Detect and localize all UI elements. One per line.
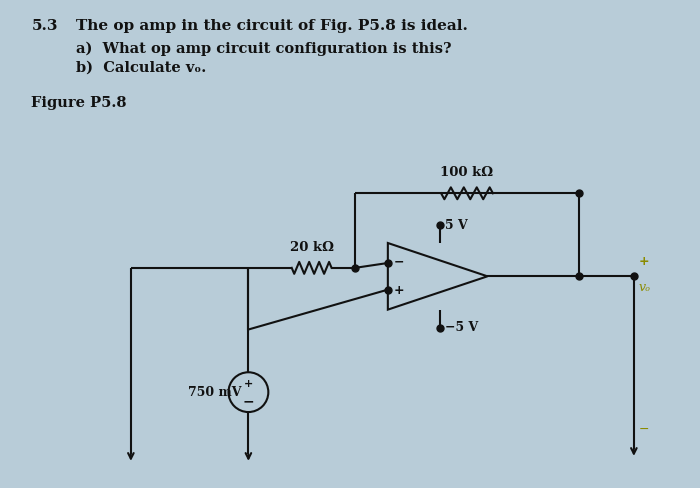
Text: −: − xyxy=(639,423,650,435)
Text: −: − xyxy=(243,394,254,408)
Text: 5 V: 5 V xyxy=(444,219,468,232)
Text: a)  What op amp circuit configuration is this?: a) What op amp circuit configuration is … xyxy=(76,41,452,56)
Text: Figure P5.8: Figure P5.8 xyxy=(32,96,127,110)
Text: 5.3: 5.3 xyxy=(32,20,58,33)
Text: +: + xyxy=(639,255,650,268)
Text: 20 kΩ: 20 kΩ xyxy=(290,241,334,254)
Text: −5 V: −5 V xyxy=(444,321,478,334)
Text: 100 kΩ: 100 kΩ xyxy=(440,166,494,180)
Text: b)  Calculate vₒ.: b) Calculate vₒ. xyxy=(76,61,206,75)
Text: 750 mV: 750 mV xyxy=(188,386,242,399)
Text: +: + xyxy=(244,379,253,389)
Text: −: − xyxy=(394,256,405,268)
Text: vₒ: vₒ xyxy=(639,281,651,294)
Text: +: + xyxy=(394,284,405,297)
Text: The op amp in the circuit of Fig. P5.8 is ideal.: The op amp in the circuit of Fig. P5.8 i… xyxy=(76,20,468,33)
